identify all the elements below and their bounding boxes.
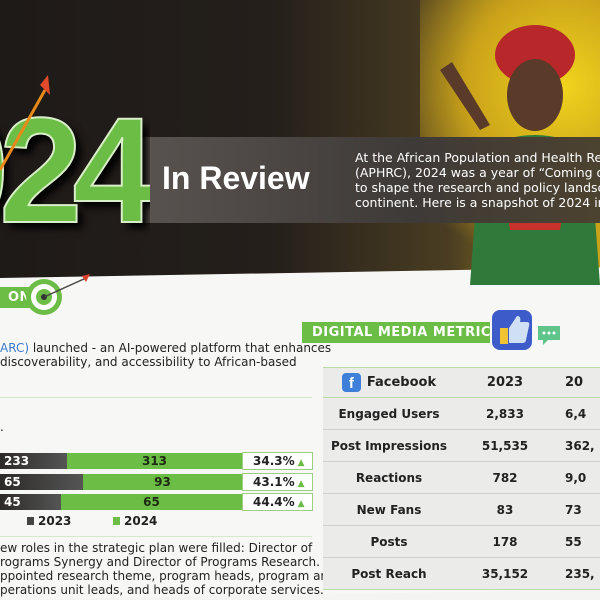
row-label: Post Reach <box>323 557 455 590</box>
intro-line: continent. Here is a snapshot of 2024 in… <box>355 195 600 210</box>
hero-banner: 2024 In Review At the African Population… <box>0 0 600 285</box>
table-row: Posts 178 55 <box>323 525 600 558</box>
text: discoverability, and accessibility to Af… <box>0 355 297 369</box>
cell: 362, <box>555 429 600 462</box>
bar-row: 45 65 44.4% ▲ <box>0 493 313 511</box>
change-badge: 34.3% ▲ <box>242 452 313 470</box>
cell: 178 <box>455 525 555 558</box>
cell: 51,535 <box>455 429 555 462</box>
cell: 235, <box>555 557 600 590</box>
bar-2024: 93 <box>83 474 242 490</box>
cell: 9,0 <box>555 461 600 494</box>
text: ppointed research theme, program heads, … <box>0 569 336 583</box>
bar-2023: 45 <box>0 494 61 510</box>
arrow-icon <box>0 75 50 171</box>
row-label: Engaged Users <box>323 397 455 430</box>
thumbs-up-icon <box>492 310 560 350</box>
bar-2024: 65 <box>61 494 242 510</box>
year-graphic-frame: 2024 <box>0 95 150 245</box>
cell: 6,4 <box>555 397 600 430</box>
table-row: Reactions 782 9,0 <box>323 461 600 494</box>
link-text: ARC) <box>0 341 30 355</box>
title-band <box>130 137 600 223</box>
divider <box>0 397 312 398</box>
platform-label: Facebook <box>366 375 437 390</box>
bar-2023: 65 <box>0 474 83 490</box>
text: perations unit leads, and heads of corpo… <box>0 583 324 597</box>
facebook-metrics-table: f Facebook 2023 20 Engaged Users 2,833 6,4 Po… <box>323 367 600 590</box>
row-label: Posts <box>323 525 455 558</box>
up-arrow-icon: ▲ <box>297 479 305 489</box>
bar-row: 233 313 34.3% ▲ <box>0 452 313 470</box>
divider <box>0 536 312 537</box>
cell: 782 <box>455 461 555 494</box>
paragraph-1: ARC) launched - an AI-powered platform t… <box>0 341 331 369</box>
bar-2024: 313 <box>67 453 242 469</box>
table-row: Engaged Users 2,833 6,4 <box>323 397 600 430</box>
text: ew roles in the strategic plan were fill… <box>0 541 313 555</box>
table-row: New Fans 83 73 <box>323 493 600 526</box>
table-row: Post Reach 35,152 235, <box>323 557 600 590</box>
up-arrow-icon: ▲ <box>297 458 305 468</box>
bar-2023: 233 <box>0 453 67 469</box>
intro-text: At the African Population and Health Res… <box>355 150 600 210</box>
row-label: Reactions <box>323 461 455 494</box>
table-row: Post Impressions 51,535 362, <box>323 429 600 462</box>
cell: 35,152 <box>455 557 555 590</box>
cell: 2,833 <box>455 397 555 430</box>
facebook-icon: f <box>341 373 361 392</box>
intro-line: to shape the research and policy landsca… <box>355 180 600 195</box>
row-label: Post Impressions <box>323 429 455 462</box>
cell: 55 <box>555 525 600 558</box>
digital-media-tag: DIGITAL MEDIA METRICS <box>302 322 501 343</box>
row-label: New Fans <box>323 493 455 526</box>
year-graphic: 2024 <box>0 95 150 245</box>
change-value: 43.1% <box>253 475 295 489</box>
change-value: 44.4% <box>253 495 295 509</box>
legend-label: 2024 <box>124 514 158 528</box>
col-header: 20 <box>555 367 600 398</box>
change-badge: 43.1% ▲ <box>242 473 313 491</box>
page-title: In Review <box>162 160 310 196</box>
paragraph-2: ew roles in the strategic plan were fill… <box>0 541 336 597</box>
up-arrow-icon: ▲ <box>297 499 305 509</box>
stray-mark: . <box>0 420 4 434</box>
change-value: 34.3% <box>253 454 295 468</box>
table-header: f Facebook 2023 20 <box>323 367 600 398</box>
change-badge: 44.4% ▲ <box>242 493 313 511</box>
cell: 73 <box>555 493 600 526</box>
legend-label: 2023 <box>38 514 72 528</box>
legend-2024: 2024 <box>113 514 157 528</box>
text: rograms Synergy and Director of Programs… <box>0 555 320 569</box>
legend-2023: 2023 <box>27 514 71 528</box>
bar-row: 65 93 43.1% ▲ <box>0 473 313 491</box>
intro-line: At the African Population and Health Res <box>355 150 600 165</box>
target-icon <box>26 274 90 315</box>
cell: 83 <box>455 493 555 526</box>
platform-cell: f Facebook <box>323 367 455 398</box>
intro-line: (APHRC), 2024 was a year of “Coming of <box>355 165 600 180</box>
col-header: 2023 <box>455 367 555 398</box>
text: launched - an AI-powered platform that e… <box>29 341 332 355</box>
